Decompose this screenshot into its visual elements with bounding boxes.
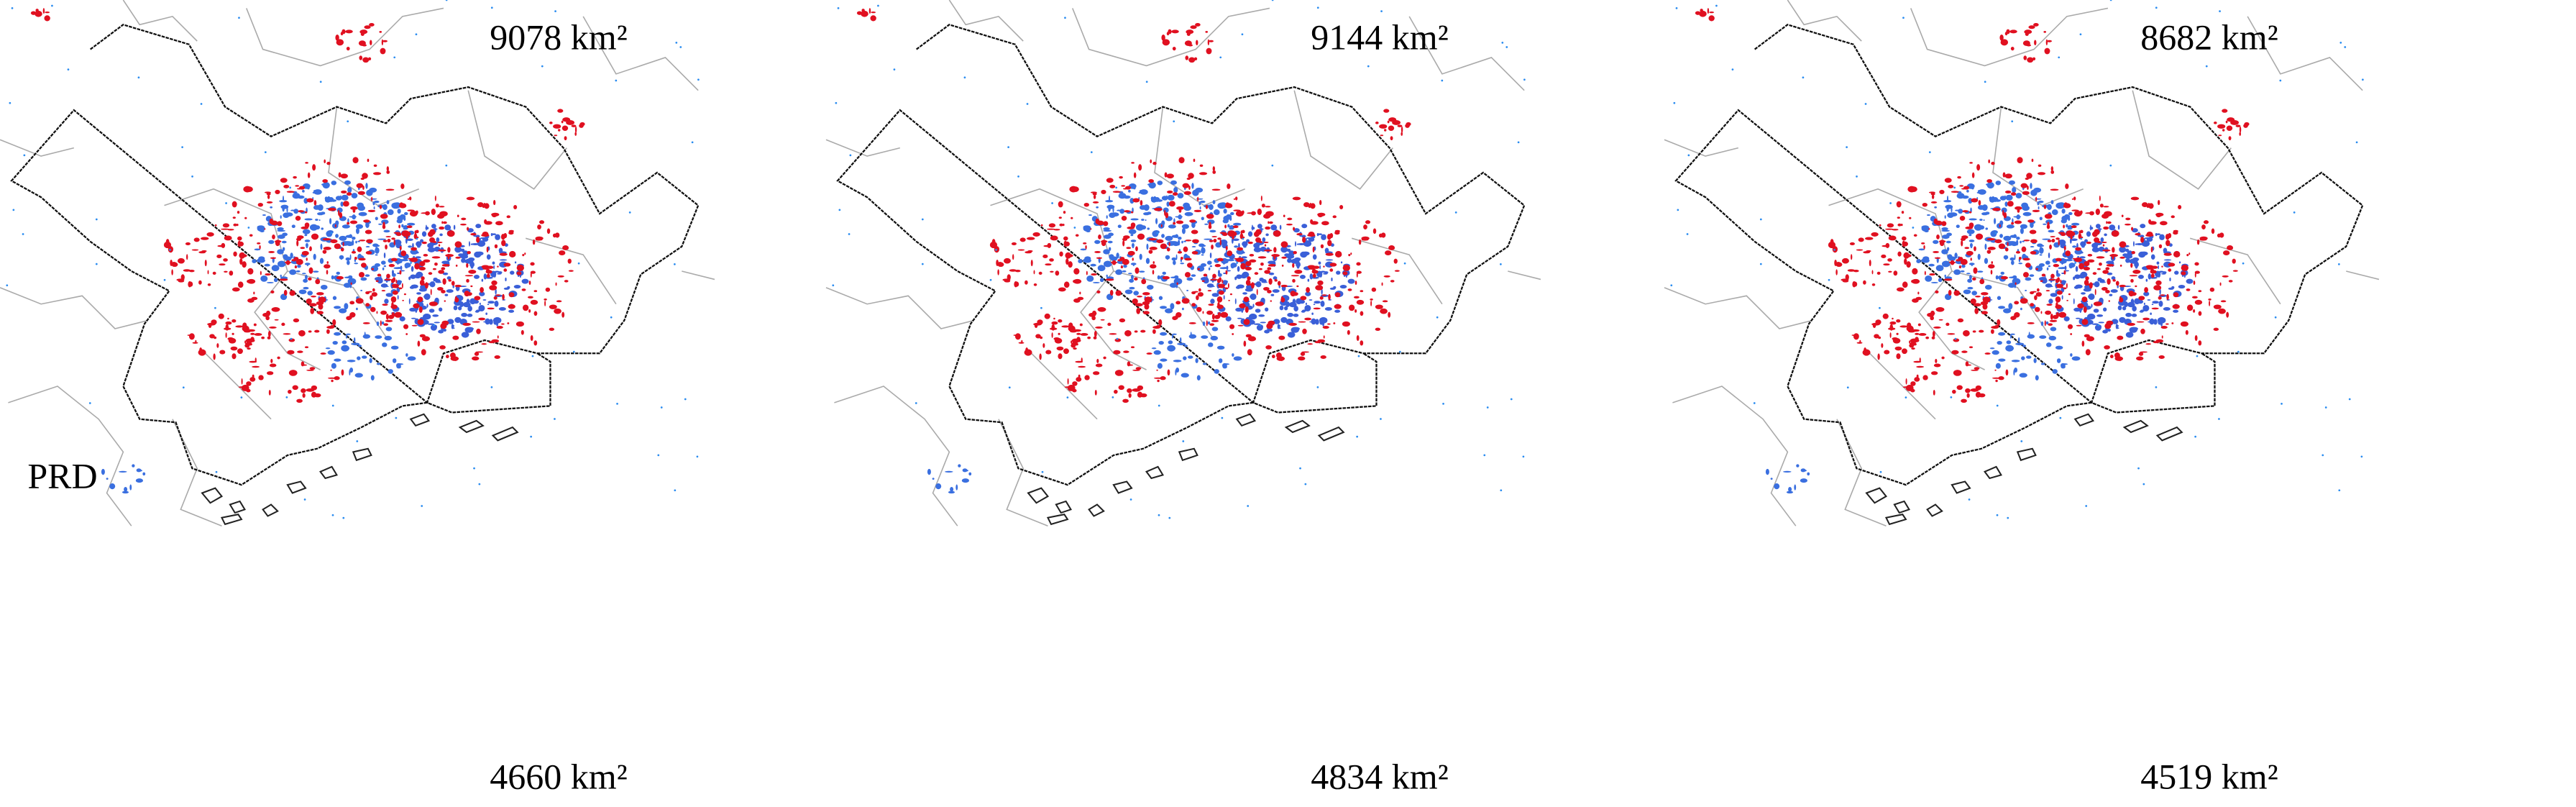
top-label: 9144 km² bbox=[1311, 17, 1448, 57]
top-label: 8682 km² bbox=[2140, 17, 2278, 57]
map-panel bbox=[825, 0, 1541, 526]
bottom-label: 4834 km² bbox=[1311, 756, 1448, 796]
top-label: 9078 km² bbox=[490, 17, 627, 57]
row-label: PRD bbox=[27, 455, 97, 496]
map-panel bbox=[1664, 0, 2380, 526]
bottom-label: 4660 km² bbox=[490, 756, 627, 796]
map-panel bbox=[0, 0, 715, 526]
bottom-label: 4519 km² bbox=[2140, 756, 2278, 796]
